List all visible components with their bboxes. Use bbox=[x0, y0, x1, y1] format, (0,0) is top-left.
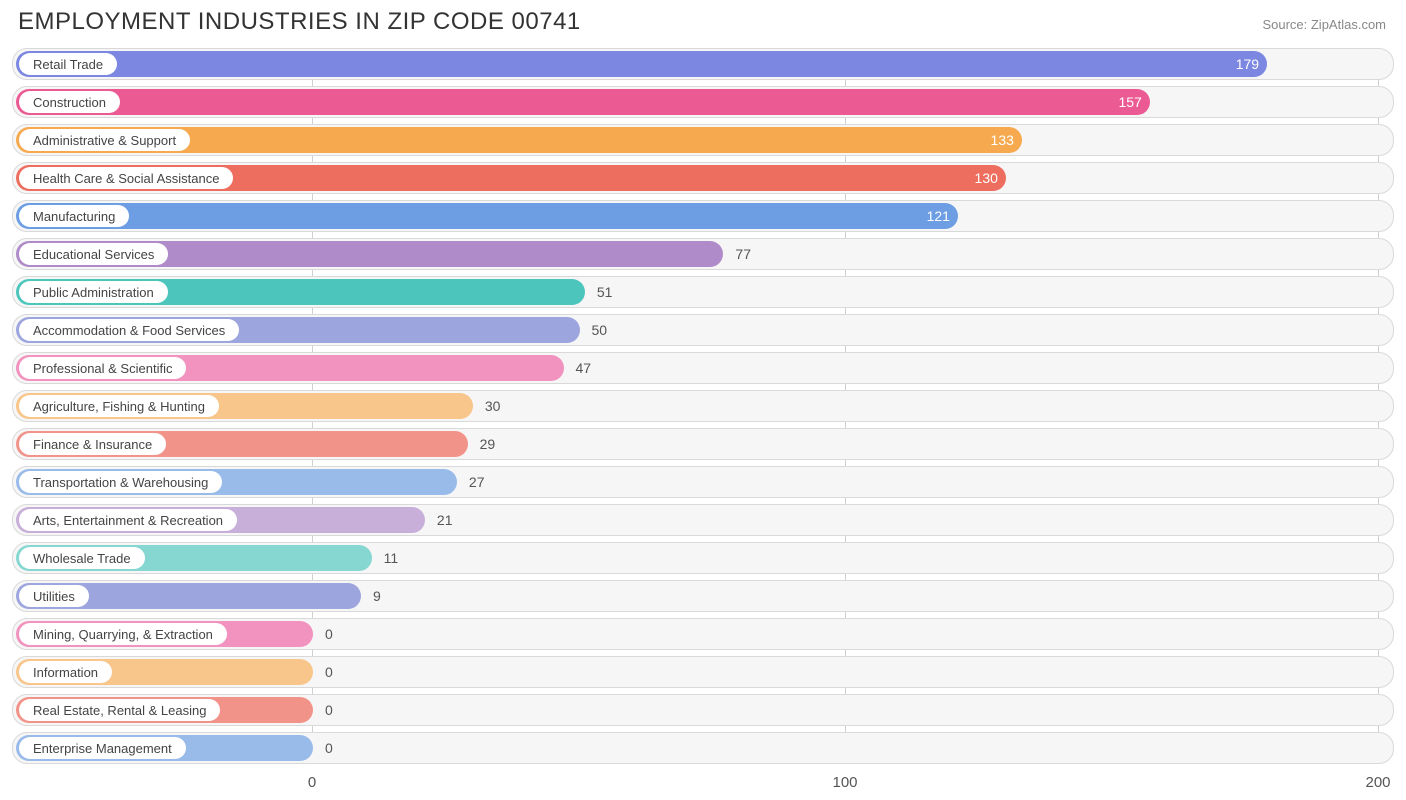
source-label: Source: ZipAtlas.com bbox=[1262, 17, 1386, 32]
bar-row: Wholesale Trade 11 bbox=[12, 542, 1394, 574]
bar-value: 0 bbox=[325, 619, 333, 649]
axis-tick: 100 bbox=[832, 774, 857, 791]
bar-label: Manufacturing bbox=[19, 205, 129, 227]
bar-row: Professional & Scientific 47 bbox=[12, 352, 1394, 384]
bar-row: Administrative & Support 133 bbox=[12, 124, 1394, 156]
bar-value: 157 bbox=[1118, 87, 1141, 117]
bar-value: 47 bbox=[576, 353, 592, 383]
bar-fill bbox=[16, 203, 958, 229]
bar-row: Construction 157 bbox=[12, 86, 1394, 118]
bar-label: Enterprise Management bbox=[19, 737, 186, 759]
bar-row: Real Estate, Rental & Leasing 0 bbox=[12, 694, 1394, 726]
bar-label: Information bbox=[19, 661, 112, 683]
chart-container: EMPLOYMENT INDUSTRIES IN ZIP CODE 00741 … bbox=[0, 0, 1406, 776]
bar-label: Agriculture, Fishing & Hunting bbox=[19, 395, 219, 417]
x-axis: 0 100 200 bbox=[12, 770, 1394, 800]
bar-value: 29 bbox=[480, 429, 496, 459]
bar-label: Finance & Insurance bbox=[19, 433, 166, 455]
bar-row: Agriculture, Fishing & Hunting 30 bbox=[12, 390, 1394, 422]
axis-tick: 200 bbox=[1365, 774, 1390, 791]
bar-row: Educational Services 77 bbox=[12, 238, 1394, 270]
bar-fill bbox=[16, 51, 1267, 77]
bar-value: 121 bbox=[927, 201, 950, 231]
axis-tick: 0 bbox=[308, 774, 316, 791]
header: EMPLOYMENT INDUSTRIES IN ZIP CODE 00741 … bbox=[0, 0, 1406, 42]
bar-row: Health Care & Social Assistance 130 bbox=[12, 162, 1394, 194]
bar-label: Professional & Scientific bbox=[19, 357, 186, 379]
bar-label: Administrative & Support bbox=[19, 129, 190, 151]
bar-label: Public Administration bbox=[19, 281, 168, 303]
bar-value: 27 bbox=[469, 467, 485, 497]
chart-area: Retail Trade 179 Construction 157 Administra… bbox=[12, 48, 1394, 764]
bar-row: Manufacturing 121 bbox=[12, 200, 1394, 232]
bar-value: 9 bbox=[373, 581, 381, 611]
chart-title: EMPLOYMENT INDUSTRIES IN ZIP CODE 00741 bbox=[18, 8, 581, 36]
bar-label: Educational Services bbox=[19, 243, 168, 265]
bar-value: 51 bbox=[597, 277, 613, 307]
bar-label: Real Estate, Rental & Leasing bbox=[19, 699, 220, 721]
bar-value: 0 bbox=[325, 695, 333, 725]
bar-row: Utilities 9 bbox=[12, 580, 1394, 612]
bar-label: Transportation & Warehousing bbox=[19, 471, 222, 493]
bar-row: Arts, Entertainment & Recreation 21 bbox=[12, 504, 1394, 536]
bar-label: Wholesale Trade bbox=[19, 547, 145, 569]
bar-row: Mining, Quarrying, & Extraction 0 bbox=[12, 618, 1394, 650]
bar-value: 30 bbox=[485, 391, 501, 421]
bar-row: Retail Trade 179 bbox=[12, 48, 1394, 80]
bar-label: Utilities bbox=[19, 585, 89, 607]
bar-value: 133 bbox=[991, 125, 1014, 155]
bar-row: Information 0 bbox=[12, 656, 1394, 688]
bar-label: Accommodation & Food Services bbox=[19, 319, 239, 341]
bar-value: 179 bbox=[1236, 49, 1259, 79]
bar-row: Public Administration 51 bbox=[12, 276, 1394, 308]
bar-row: Finance & Insurance 29 bbox=[12, 428, 1394, 460]
bar-label: Retail Trade bbox=[19, 53, 117, 75]
bar-label: Construction bbox=[19, 91, 120, 113]
bar-value: 130 bbox=[975, 163, 998, 193]
bar-value: 0 bbox=[325, 733, 333, 763]
bar-label: Mining, Quarrying, & Extraction bbox=[19, 623, 227, 645]
bar-row: Enterprise Management 0 bbox=[12, 732, 1394, 764]
bar-value: 21 bbox=[437, 505, 453, 535]
bar-value: 0 bbox=[325, 657, 333, 687]
bar-label: Arts, Entertainment & Recreation bbox=[19, 509, 237, 531]
bar-row: Accommodation & Food Services 50 bbox=[12, 314, 1394, 346]
bar-value: 11 bbox=[384, 543, 399, 573]
bar-value: 77 bbox=[735, 239, 751, 269]
bar-value: 50 bbox=[592, 315, 608, 345]
bar-fill bbox=[16, 89, 1150, 115]
bar-row: Transportation & Warehousing 27 bbox=[12, 466, 1394, 498]
bar-label: Health Care & Social Assistance bbox=[19, 167, 233, 189]
